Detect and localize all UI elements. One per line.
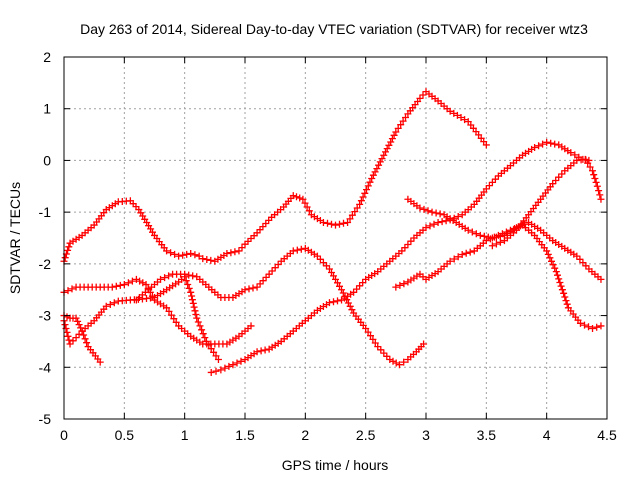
y-axis-label: SDTVAR / TECUs: [7, 182, 23, 294]
series-markers: [64, 277, 252, 348]
series-markers: [203, 90, 488, 264]
data-point: [356, 200, 364, 208]
x-axis-label: GPS time / hours: [282, 457, 389, 473]
series-arc-a: [60, 197, 203, 265]
data-point: [488, 242, 496, 250]
data-point: [202, 337, 210, 345]
data-point: [344, 218, 352, 226]
series-arc-g: [207, 138, 593, 376]
data-point: [597, 195, 605, 203]
data-point: [476, 231, 484, 239]
data-point: [299, 195, 307, 203]
series-arc-f: [132, 244, 428, 369]
series-markers: [135, 245, 425, 367]
data-point: [543, 138, 551, 146]
x-tick-label: 1: [181, 427, 189, 443]
series-arc-b: [199, 88, 490, 265]
x-tick-label: 2.5: [356, 427, 376, 443]
series-arc-j: [488, 155, 605, 250]
x-tick-label: 3: [422, 427, 430, 443]
data-point: [175, 252, 183, 260]
data-point: [214, 356, 222, 364]
data-point: [589, 325, 597, 332]
series-arc-c: [60, 275, 255, 348]
y-tick-label: -4: [39, 359, 52, 375]
x-tick-label: 1.5: [235, 427, 255, 443]
data-point: [332, 221, 339, 229]
data-point: [552, 268, 560, 276]
x-tick-label: 0.5: [115, 427, 135, 443]
x-tick-label: 2: [301, 427, 309, 443]
x-tick-label: 0: [60, 427, 68, 443]
data-series: [60, 88, 605, 376]
y-tick-label: 1: [43, 101, 51, 117]
data-point: [132, 275, 140, 283]
y-tick-label: -2: [39, 256, 52, 272]
plot-frame: [63, 56, 608, 420]
data-point: [195, 252, 203, 260]
data-point: [193, 314, 201, 322]
data-point: [78, 327, 86, 335]
data-point: [199, 255, 207, 263]
data-point: [368, 175, 376, 183]
data-point: [593, 182, 601, 190]
y-tick-label: -1: [39, 204, 52, 220]
y-tick-label: 2: [43, 49, 51, 65]
series-markers: [492, 156, 604, 248]
series-markers: [396, 223, 601, 331]
data-point: [589, 167, 597, 175]
data-point: [187, 288, 195, 296]
data-point: [253, 283, 261, 291]
data-point: [217, 366, 225, 374]
x-tick-label: 3.5: [477, 427, 497, 443]
x-tick-label: 4.5: [597, 427, 617, 443]
data-point: [434, 218, 442, 226]
axis-ticks: 0 0.5 1 1.5 2 2.5 3 3.5 4 4.5 -5 -4 -3 -2 -1 0 1 2: [39, 49, 617, 443]
data-point: [187, 250, 195, 258]
data-point: [207, 368, 215, 376]
data-point: [235, 247, 243, 255]
data-point: [229, 361, 237, 369]
y-tick-label: 0: [43, 152, 51, 168]
series-markers: [63, 313, 102, 363]
y-tick-label: -3: [39, 308, 52, 324]
series-arc-i: [392, 221, 605, 332]
x-tick-label: 4: [543, 427, 551, 443]
data-point: [428, 208, 436, 216]
data-point: [120, 281, 128, 289]
data-point: [380, 151, 388, 159]
chart-title: Day 263 of 2014, Sidereal Day-to-day VTE…: [80, 21, 588, 37]
y-tick-label: -5: [39, 411, 52, 427]
data-point: [494, 231, 502, 239]
grid: [64, 57, 607, 419]
data-point: [392, 283, 400, 291]
series-markers: [61, 197, 199, 262]
data-point: [374, 343, 382, 351]
series-markers: [212, 139, 590, 375]
series-markers: [61, 275, 220, 360]
data-point: [458, 251, 466, 259]
data-point: [597, 322, 605, 330]
